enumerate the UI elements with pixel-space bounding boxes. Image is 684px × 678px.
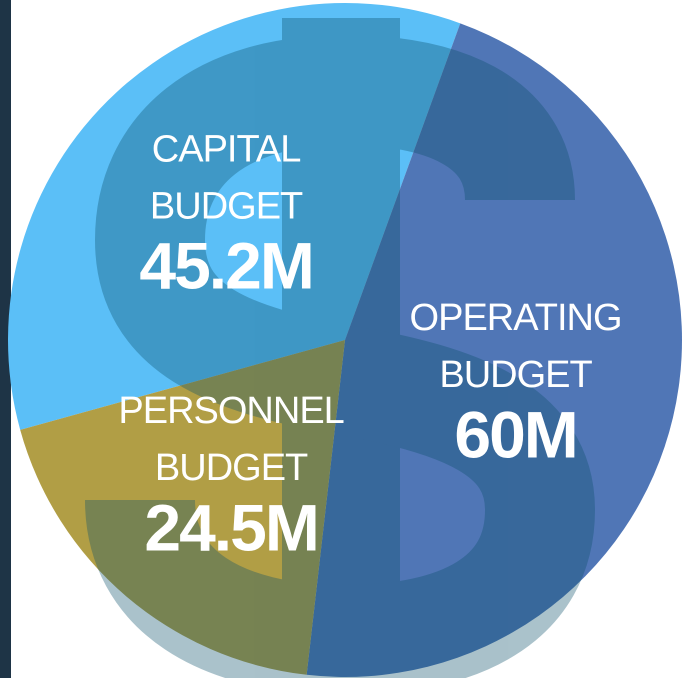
slice-value: 45.2M bbox=[139, 229, 312, 303]
slice-value: 60M bbox=[454, 398, 576, 472]
slice-value: 24.5M bbox=[144, 491, 317, 565]
pie-slice bbox=[8, 3, 461, 430]
slice-name: PERSONNEL BUDGET bbox=[118, 390, 343, 489]
pie-slice bbox=[20, 340, 346, 675]
slices bbox=[8, 3, 682, 677]
side-strip bbox=[0, 0, 11, 678]
slice-name: OPERATING BUDGET bbox=[410, 297, 622, 396]
slice-name: CAPITAL BUDGET bbox=[150, 128, 303, 227]
dollar-s bbox=[85, 34, 596, 678]
dollar-bar bbox=[282, 18, 400, 668]
pie-slice bbox=[306, 23, 682, 677]
dollar-icon bbox=[85, 18, 596, 678]
